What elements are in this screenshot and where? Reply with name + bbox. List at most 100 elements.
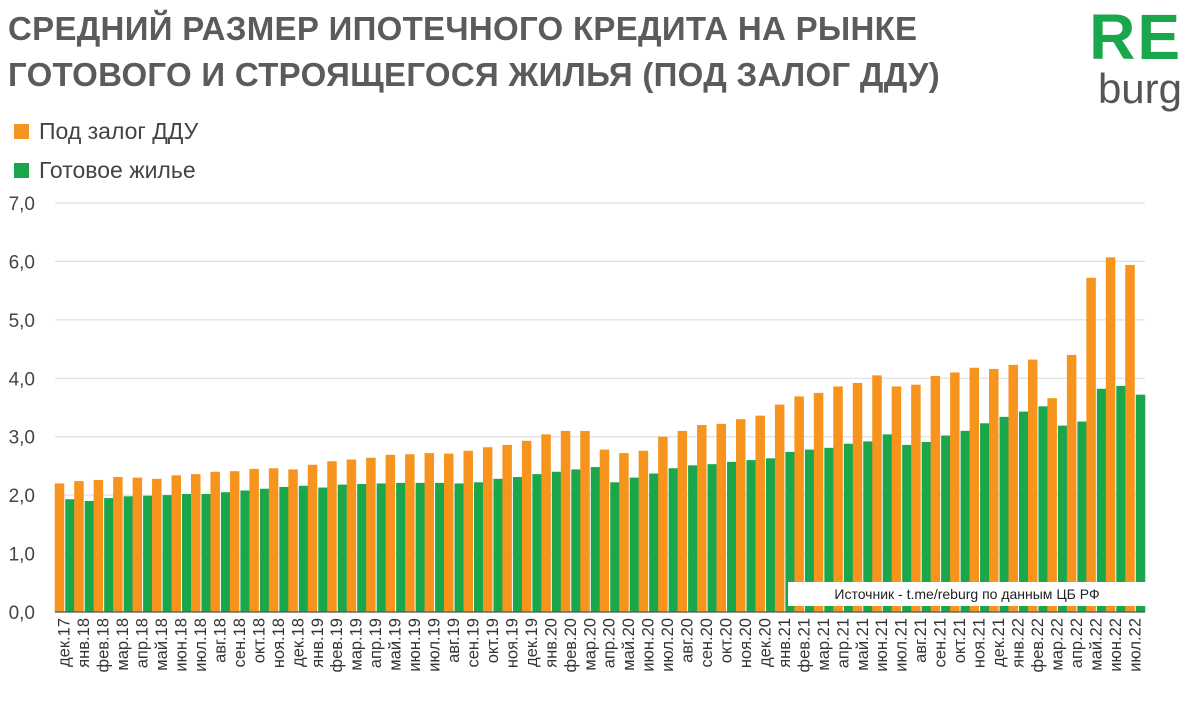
bar-ddu bbox=[833, 386, 843, 612]
bar-ready bbox=[240, 490, 250, 612]
bar-ddu bbox=[774, 404, 785, 612]
bar-ddu bbox=[735, 419, 746, 612]
y-tick-label: 5,0 bbox=[9, 311, 35, 332]
bar-ready bbox=[220, 492, 231, 612]
bar-ddu bbox=[1047, 398, 1057, 612]
bar-ready bbox=[688, 465, 698, 612]
bar-ready bbox=[454, 483, 465, 612]
legend-label-ddu: Под залог ДДУ bbox=[39, 118, 199, 144]
x-tick-label: май.20 bbox=[620, 618, 638, 671]
bar-ddu bbox=[521, 440, 532, 612]
bar-ready bbox=[279, 486, 289, 612]
x-tick-label: авг.19 bbox=[445, 618, 463, 663]
x-tick-label: июн.22 bbox=[1107, 618, 1125, 672]
x-tick-label: мар.22 bbox=[1048, 618, 1066, 671]
bar-ddu bbox=[132, 477, 143, 612]
bar-ddu bbox=[580, 430, 590, 612]
x-tick-label: сен.18 bbox=[231, 618, 249, 667]
bar-ready bbox=[435, 482, 445, 612]
bar-ddu bbox=[346, 459, 357, 612]
legend-swatch-ready bbox=[14, 163, 29, 178]
x-tick-label: апр.19 bbox=[367, 618, 385, 668]
bar-ddu bbox=[444, 453, 454, 612]
bar-ready bbox=[1096, 388, 1107, 612]
logo-burg-text: burg bbox=[1097, 65, 1182, 112]
bar-ddu bbox=[716, 423, 727, 612]
bar-ddu bbox=[366, 457, 376, 612]
x-tick-label: мар.20 bbox=[581, 618, 599, 671]
bar-ddu bbox=[755, 415, 765, 612]
x-tick-label: июн.20 bbox=[640, 618, 658, 672]
bar-ddu bbox=[1027, 359, 1038, 612]
bar-ready bbox=[551, 471, 562, 612]
legend-label-ready: Готовое жилье bbox=[39, 157, 196, 183]
x-tick-label: ноя.20 bbox=[737, 618, 755, 668]
x-tick-label: июл.19 bbox=[426, 618, 444, 672]
bar-ready bbox=[259, 488, 270, 612]
bar-ddu bbox=[930, 375, 941, 612]
x-tick-label: окт.20 bbox=[718, 618, 736, 663]
bar-ddu bbox=[1125, 264, 1135, 612]
bar-ddu bbox=[891, 386, 902, 612]
bar-ready bbox=[1057, 425, 1068, 612]
x-tick-label: янв.21 bbox=[776, 618, 794, 668]
x-tick-label: дек.18 bbox=[289, 618, 307, 667]
x-tick-label: май.19 bbox=[387, 618, 405, 671]
y-tick-label: 2,0 bbox=[9, 486, 35, 507]
x-tick-label: сен.21 bbox=[932, 618, 950, 667]
x-tick-label: май.22 bbox=[1087, 618, 1105, 671]
bar-ready bbox=[396, 482, 406, 612]
bar-ddu bbox=[541, 434, 551, 612]
bar-ready bbox=[143, 495, 153, 612]
bar-ready bbox=[201, 493, 211, 612]
bar-ddu bbox=[658, 436, 668, 612]
source-note: Источник - t.me/reburg по данным ЦБ РФ bbox=[788, 582, 1146, 606]
bar-ready bbox=[512, 477, 523, 612]
bar-ddu bbox=[327, 461, 337, 612]
x-tick-label: авг.21 bbox=[912, 618, 930, 663]
bar-ready bbox=[746, 460, 756, 612]
legend-item-ddu[interactable]: Под залог ДДУ bbox=[14, 112, 198, 151]
bar-ddu bbox=[872, 375, 882, 612]
x-tick-label: ноя.19 bbox=[503, 618, 521, 668]
bar-ready bbox=[1135, 394, 1146, 612]
bar-ddu bbox=[93, 479, 104, 612]
bar-ready bbox=[1038, 406, 1048, 612]
bar-ready bbox=[610, 482, 620, 612]
bar-ready bbox=[843, 443, 854, 612]
bar-ddu bbox=[852, 382, 863, 612]
x-tick-label: сен.19 bbox=[464, 618, 482, 667]
bar-ready bbox=[298, 485, 309, 612]
bar-ddu bbox=[502, 444, 512, 612]
reburg-logo: RE burg bbox=[1072, 1, 1182, 112]
bar-ddu bbox=[152, 478, 162, 612]
bar-ddu bbox=[307, 464, 318, 612]
bar-ddu bbox=[950, 372, 960, 612]
x-tick-label: июл.18 bbox=[192, 618, 210, 672]
x-tick-label: июн.19 bbox=[406, 618, 424, 672]
legend-item-ready[interactable]: Готовое жилье bbox=[14, 151, 198, 190]
bar-ready bbox=[571, 469, 581, 612]
bar-ready bbox=[960, 430, 971, 612]
bar-ready bbox=[921, 441, 932, 612]
y-tick-label: 7,0 bbox=[9, 194, 35, 215]
bar-ddu bbox=[969, 367, 980, 612]
bar-ddu bbox=[288, 469, 298, 612]
bar-ready bbox=[182, 493, 192, 612]
x-tick-label: янв.22 bbox=[1009, 618, 1027, 668]
y-tick-label: 3,0 bbox=[9, 428, 35, 449]
bar-ready bbox=[785, 451, 795, 612]
x-tick-label: окт.19 bbox=[484, 618, 502, 663]
bar-ready bbox=[84, 500, 95, 612]
x-tick-label: май.18 bbox=[153, 618, 171, 671]
logo-re-text: RE bbox=[1089, 1, 1182, 73]
bar-ready bbox=[882, 434, 893, 612]
y-tick-label: 4,0 bbox=[9, 369, 35, 390]
x-tick-label: фев.19 bbox=[328, 618, 346, 672]
x-tick-label: авг.18 bbox=[211, 618, 229, 663]
bar-ddu bbox=[268, 468, 279, 612]
x-tick-label: окт.21 bbox=[951, 618, 969, 663]
bar-ddu bbox=[113, 477, 123, 612]
bar-ready bbox=[629, 477, 640, 612]
bar-ready bbox=[318, 487, 328, 612]
